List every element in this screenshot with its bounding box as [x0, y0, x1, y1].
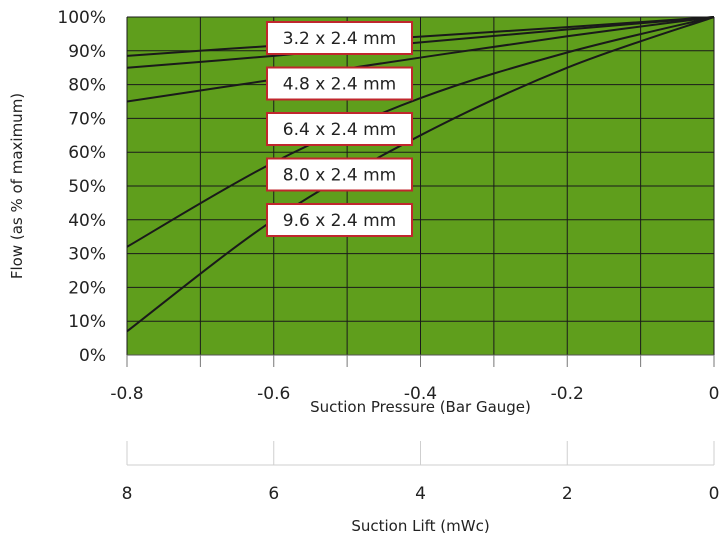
legend-box [266, 66, 413, 101]
series-line [126, 16, 715, 248]
legend-label: 3.2 x 2.4 mm [283, 29, 396, 49]
y-tick-label: 30% [68, 245, 106, 265]
secondary-tick-label: 6 [268, 484, 279, 504]
legend-box [266, 112, 413, 146]
legend-label: 4.8 x 2.4 mm [283, 75, 396, 95]
x-axis-title: Suction Pressure (Bar Gauge) [310, 398, 531, 416]
secondary-tick-label: 0 [709, 484, 720, 504]
y-tick-label: 70% [68, 109, 106, 129]
x-tick-label: -0.6 [257, 384, 290, 404]
legend-box [266, 157, 413, 192]
series-line [126, 16, 715, 69]
x-tick-label: 0 [709, 384, 720, 404]
y-tick-label: 50% [68, 177, 106, 197]
y-tick-label: 10% [68, 312, 106, 332]
legend-label: 8.0 x 2.4 mm [283, 166, 396, 186]
y-tick-label: 60% [68, 143, 106, 163]
series-line [126, 16, 715, 57]
x-tick-label: -0.8 [110, 384, 143, 404]
y-axis: 0% 10% 20% 30% 40% 50% 60% 70% 80% 90% 100% [57, 8, 106, 366]
secondary-tick-label: 2 [562, 484, 573, 504]
secondary-x-axis-title: Suction Lift (mWc) [351, 517, 489, 535]
y-tick-label: 100% [57, 8, 106, 28]
series-line [126, 16, 715, 333]
series-lines [126, 16, 715, 333]
y-tick-label: 80% [68, 76, 106, 96]
x-tick-label: -0.4 [404, 384, 437, 404]
y-axis-title: Flow (as % of maximum) [8, 93, 26, 279]
x-axis: -0.8 -0.6 -0.4 -0.2 0 [110, 354, 720, 404]
secondary-x-axis: 8 6 4 2 0 [122, 441, 720, 504]
series-line [126, 16, 715, 103]
y-tick-label: 20% [68, 278, 106, 298]
legend-box [266, 21, 413, 55]
secondary-tick-label: 8 [122, 484, 133, 504]
legend: 3.2 x 2.4 mm 4.8 x 2.4 mm 6.4 x 2.4 mm 8.0 … [266, 21, 413, 237]
legend-box [266, 203, 413, 237]
x-tick-label: -0.2 [551, 384, 584, 404]
legend-label: 9.6 x 2.4 mm [283, 211, 396, 231]
legend-label: 6.4 x 2.4 mm [283, 120, 396, 140]
y-tick-label: 0% [79, 346, 106, 366]
secondary-tick-label: 4 [415, 484, 426, 504]
y-tick-label: 90% [68, 42, 106, 62]
y-tick-label: 40% [68, 211, 106, 231]
